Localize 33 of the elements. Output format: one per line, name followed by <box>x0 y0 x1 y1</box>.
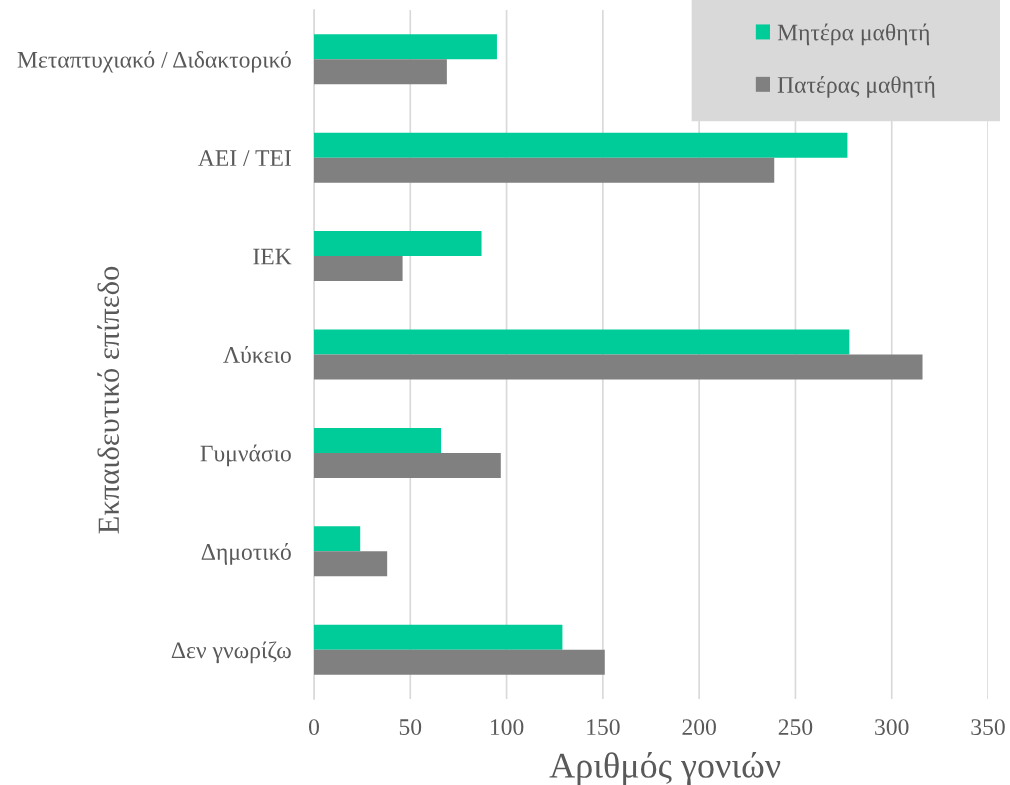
x-axis-title: Αριθμός γονιών <box>549 752 781 785</box>
bar <box>314 256 403 282</box>
bar <box>314 132 848 158</box>
y-tick-label: Γυμνάσιο <box>200 444 291 467</box>
y-tick-label: Δεν γνωρίζω <box>171 641 291 664</box>
bar <box>314 551 388 577</box>
bar <box>314 427 442 453</box>
legend-label: Μητέρα μαθητή <box>777 23 930 46</box>
bar <box>314 34 497 60</box>
y-tick-label: Μεταπτυχιακό / Διδακτορικό <box>17 50 291 73</box>
bar <box>314 59 447 85</box>
x-tick-label: 50 <box>399 719 422 736</box>
y-tick-label: Δημοτικό <box>201 543 291 565</box>
x-tick-label: 150 <box>587 719 620 736</box>
x-tick-label: 200 <box>682 719 716 736</box>
y-tick-label: ΙΕΚ <box>253 248 292 265</box>
y-tick-label: ΑΕΙ / ΤΕΙ <box>198 150 291 167</box>
bar <box>314 526 361 552</box>
x-tick-label: 250 <box>778 719 813 736</box>
x-tick-label: 0 <box>309 719 319 736</box>
x-tick-label: 100 <box>490 719 524 736</box>
bar <box>314 354 923 380</box>
x-tick-label: 350 <box>971 719 1005 736</box>
bar <box>314 452 501 478</box>
bar <box>314 231 482 257</box>
bar <box>314 624 563 650</box>
bar <box>314 649 605 675</box>
bar <box>314 157 775 183</box>
legend-label: Πατέρας μαθητή <box>777 76 935 98</box>
y-tick-label: Λύκειο <box>223 346 291 363</box>
bar <box>314 329 850 355</box>
y-axis-title: Εκπαιδευτικό επίπεδο <box>97 266 120 534</box>
x-tick-label: 300 <box>875 719 909 736</box>
